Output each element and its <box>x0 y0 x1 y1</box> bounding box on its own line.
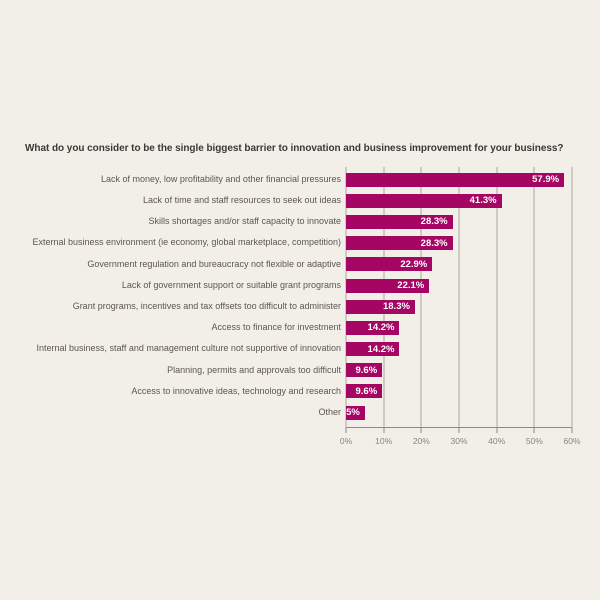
category-label: Lack of time and staff resources to seek… <box>143 195 341 206</box>
gridline <box>571 167 573 428</box>
x-axis-tick-label: 30% <box>450 436 468 446</box>
x-axis-tick-label: 40% <box>488 436 506 446</box>
gridline <box>383 167 385 428</box>
bar-area: 18.3% <box>346 296 572 317</box>
bar-row: Other 5% <box>0 402 572 423</box>
category-label: Government regulation and bureaucracy no… <box>87 258 341 269</box>
bar-row: Internal business, staff and management … <box>0 339 572 360</box>
bar: 5% <box>346 405 365 420</box>
gridline <box>458 167 460 428</box>
x-axis-tick-mark <box>458 428 460 433</box>
x-axis-tick-mark <box>383 428 385 433</box>
value-label: 22.9% <box>400 258 428 270</box>
bar-row: Planning, permits and approvals too diff… <box>0 360 572 381</box>
category-label: External business environment (ie econom… <box>32 237 341 248</box>
bar-row: Access to innovative ideas, technology a… <box>0 381 572 402</box>
x-axis-tick-label: 0% <box>339 436 353 446</box>
bar-area: 22.9% <box>346 254 572 275</box>
bar: 22.9% <box>346 257 433 272</box>
bar-row: Grant programs, incentives and tax offse… <box>0 296 572 317</box>
plot-area: 0% 10% 20% 30% 40% 50% 60% <box>340 167 581 446</box>
bar-row: Lack of time and staff resources to seek… <box>0 190 572 211</box>
bar: 14.2% <box>346 342 400 357</box>
value-label: 5% <box>346 407 360 419</box>
category-label: Lack of money, low profitability and oth… <box>101 173 341 184</box>
bar: 14.2% <box>346 320 400 335</box>
x-axis-tick-mark <box>345 428 347 433</box>
bar-area: 14.2% <box>346 339 572 360</box>
bar-area: 9.6% <box>346 360 572 381</box>
category-label: Grant programs, incentives and tax offse… <box>72 301 341 311</box>
bar: 28.3% <box>346 236 453 251</box>
bar: 41.3% <box>346 193 502 208</box>
category-label: Other <box>318 406 341 417</box>
chart-title: What do you consider to be the single bi… <box>25 143 564 154</box>
bar: 9.6% <box>346 363 383 378</box>
bar-area: 41.3% <box>346 190 572 211</box>
value-label: 57.9% <box>532 174 560 186</box>
value-label: 9.6% <box>355 364 378 376</box>
x-axis-line <box>346 427 572 428</box>
bar-area: 28.3% <box>346 211 572 232</box>
bar-area: 28.3% <box>346 233 572 254</box>
x-axis-tick-label: 60% <box>563 436 581 446</box>
x-axis-tick-mark <box>496 428 498 433</box>
gridline <box>420 167 422 428</box>
gridline <box>345 167 347 428</box>
bar: 9.6% <box>346 384 383 399</box>
gridline <box>533 167 535 428</box>
x-axis-tick-mark <box>533 428 535 433</box>
bar-area: 5% <box>346 402 572 423</box>
value-label: 41.3% <box>469 195 497 207</box>
bar-area: 57.9% <box>346 169 572 190</box>
category-label: Planning, permits and approvals too diff… <box>167 364 341 375</box>
bar: 57.9% <box>346 172 565 187</box>
x-axis-tick-label: 50% <box>525 436 543 446</box>
bar-area: 9.6% <box>346 381 572 402</box>
x-axis-tick-label: 10% <box>375 436 393 446</box>
bar-row: Access to finance for investment 14.2% <box>0 317 572 338</box>
x-axis-tick-mark <box>420 428 422 433</box>
value-label: 14.2% <box>367 343 395 355</box>
value-label: 9.6% <box>355 385 378 397</box>
category-label: Access to innovative ideas, technology a… <box>131 385 341 396</box>
bar-area: 22.1% <box>346 275 572 296</box>
x-axis-tick-mark <box>571 428 573 433</box>
bar: 22.1% <box>346 278 430 293</box>
value-label: 28.3% <box>420 216 448 228</box>
value-label: 14.2% <box>367 322 395 334</box>
value-label: 22.1% <box>397 280 425 292</box>
category-label: Access to finance for investment <box>211 322 341 333</box>
category-label: Lack of government support or suitable g… <box>121 279 341 290</box>
gridline <box>496 167 498 428</box>
category-label: Skills shortages and/or staff capacity t… <box>148 216 341 227</box>
bar: 18.3% <box>346 299 415 314</box>
bar-rows: Lack of money, low profitability and oth… <box>0 169 572 423</box>
bar: 28.3% <box>346 214 453 229</box>
bar-area: 14.2% <box>346 317 572 338</box>
x-axis-tick-label: 20% <box>412 436 430 446</box>
bar-row: External business environment (ie econom… <box>0 233 572 254</box>
bar-row: Government regulation and bureaucracy no… <box>0 254 572 275</box>
bar-row: Lack of government support or suitable g… <box>0 275 572 296</box>
bar-row: Lack of money, low profitability and oth… <box>0 169 572 190</box>
value-label: 18.3% <box>382 301 410 313</box>
value-label: 28.3% <box>420 237 448 249</box>
bar-row: Skills shortages and/or staff capacity t… <box>0 211 572 232</box>
category-label: Internal business, staff and management … <box>36 343 341 354</box>
